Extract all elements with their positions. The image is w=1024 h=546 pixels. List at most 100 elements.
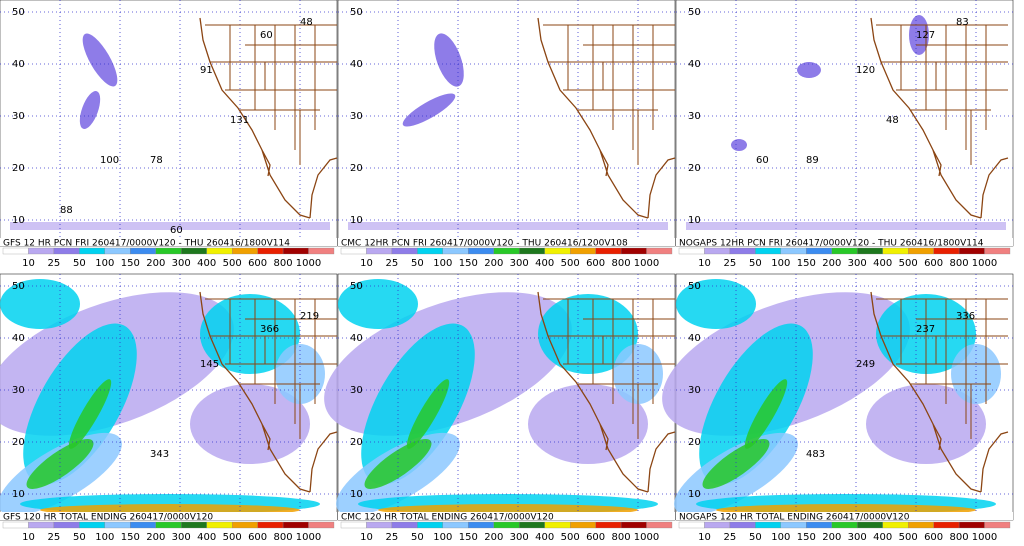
map-background — [337, 0, 676, 247]
lat-label: 40 — [350, 333, 363, 344]
station-value: 343 — [150, 449, 169, 460]
scale-swatch — [2, 521, 29, 529]
scale-swatch — [391, 247, 418, 255]
caption-bg — [338, 238, 675, 246]
lat-label: 30 — [12, 111, 25, 122]
scale-swatch — [755, 247, 781, 255]
scale-label: 400 — [535, 258, 554, 269]
scale-label: 25 — [48, 532, 61, 543]
precip-area — [23, 323, 137, 485]
scale-swatch — [570, 521, 596, 529]
scale-label: 600 — [924, 532, 943, 543]
lat-label: 30 — [350, 111, 363, 122]
scale-label: 400 — [873, 258, 892, 269]
map-panel: 50 40 30 20 10 CMC 12HR PCN FRI 260417/0000V1… — [337, 0, 676, 269]
scale-label: 400 — [535, 532, 554, 543]
scale-swatch — [704, 521, 731, 529]
scale-label: 200 — [146, 258, 165, 269]
scale-label: 150 — [797, 532, 816, 543]
caption: CMC 120 HR TOTAL ENDING 260417/0000V120 — [341, 513, 554, 523]
scale-swatch — [308, 247, 335, 255]
scale-label: 600 — [586, 532, 605, 543]
scale-label: 10 — [698, 258, 711, 269]
precip-area — [361, 323, 475, 485]
scale-swatch — [831, 521, 858, 529]
precip-area — [364, 439, 432, 489]
scale-label: 100 — [771, 258, 790, 269]
scale-label: 1000 — [296, 258, 321, 269]
precip-area — [338, 279, 418, 329]
scale-swatch — [544, 247, 571, 255]
scale-label: 500 — [561, 532, 580, 543]
scale-swatch — [908, 521, 934, 529]
scale-label: 800 — [612, 532, 631, 543]
caption-bg — [0, 238, 337, 246]
scale-label: 400 — [197, 532, 216, 543]
scale-label: 150 — [459, 258, 478, 269]
scale-label: 50 — [411, 258, 424, 269]
scale-swatch — [28, 247, 55, 255]
scale-swatch — [391, 521, 418, 529]
lat-label: 30 — [350, 385, 363, 396]
scale-swatch — [882, 521, 909, 529]
scale-swatch — [933, 247, 960, 255]
map-panel: 50 40 30 20 10 219 366 343 145 GFS 120 HR TOTAL E… — [0, 273, 338, 543]
lat-label: 40 — [688, 333, 701, 344]
scale-swatch — [468, 247, 494, 255]
scale-label: 800 — [612, 258, 631, 269]
scale-label: 1000 — [634, 532, 659, 543]
scale-label: 800 — [274, 532, 293, 543]
precip-area — [0, 279, 80, 329]
station-value: 60 — [756, 155, 769, 166]
scale-swatch — [130, 247, 156, 255]
scale-swatch — [780, 521, 807, 529]
scale-label: 10 — [698, 532, 711, 543]
coastline — [537, 291, 676, 493]
scale-label: 10 — [22, 258, 35, 269]
lat-label: 50 — [350, 281, 363, 292]
scale-label: 200 — [822, 532, 841, 543]
lat-label: 40 — [12, 333, 25, 344]
scale-label: 200 — [822, 258, 841, 269]
station-value: 100 — [100, 155, 119, 166]
map-background — [675, 0, 1014, 247]
scale-swatch — [417, 521, 443, 529]
lat-label: 50 — [688, 281, 701, 292]
scale-label: 200 — [146, 532, 165, 543]
coastline — [537, 17, 676, 219]
station-value: 48 — [886, 115, 899, 126]
scale-swatch — [908, 247, 934, 255]
coastline — [870, 17, 1009, 219]
scale-swatch — [857, 247, 883, 255]
precip-band — [10, 222, 330, 230]
scale-swatch — [206, 521, 233, 529]
scale-swatch — [53, 247, 80, 255]
scale-swatch — [519, 247, 545, 255]
lat-label: 20 — [688, 437, 701, 448]
precip-area — [406, 379, 450, 449]
scale-swatch — [933, 521, 960, 529]
lat-label: 10 — [12, 489, 25, 500]
scale-label: 100 — [433, 532, 452, 543]
scale-swatch — [232, 247, 258, 255]
map-background — [0, 0, 338, 247]
lat-label: 50 — [350, 7, 363, 18]
scale-label: 25 — [386, 532, 399, 543]
lat-label: 10 — [12, 215, 25, 226]
lat-label: 50 — [12, 281, 25, 292]
state-lines — [876, 24, 1008, 165]
lat-label: 10 — [350, 489, 363, 500]
scale-swatch — [442, 521, 469, 529]
scale-swatch — [257, 247, 284, 255]
precip-band — [686, 222, 1006, 230]
scale-label: 1000 — [296, 532, 321, 543]
coastline — [870, 291, 1009, 493]
station-value: 83 — [956, 17, 969, 28]
station-value: 237 — [916, 324, 935, 335]
scale-swatch — [442, 247, 469, 255]
scale-swatch — [646, 247, 673, 255]
scale-swatch — [493, 247, 520, 255]
scale-label: 50 — [749, 258, 762, 269]
coastline — [199, 17, 338, 219]
